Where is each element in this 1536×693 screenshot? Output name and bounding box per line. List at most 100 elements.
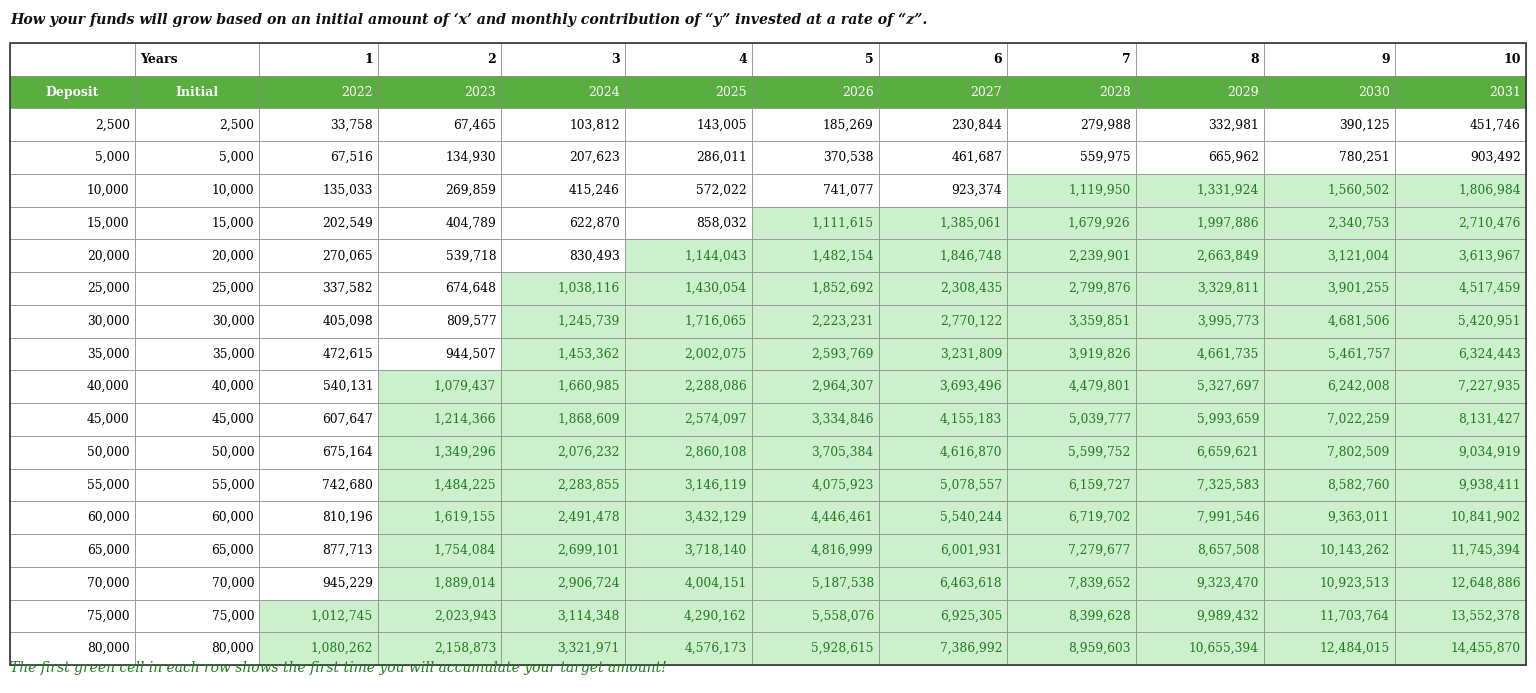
Bar [1395,305,1525,337]
Bar [501,76,625,109]
Text: 3,321,971: 3,321,971 [558,642,619,655]
Text: 6,001,931: 6,001,931 [940,544,1001,557]
Bar [1008,272,1135,305]
Bar [1264,207,1395,239]
Bar [1008,468,1135,501]
Text: 185,269: 185,269 [823,119,874,132]
Bar [378,403,501,436]
Text: 5: 5 [865,53,874,66]
Bar [260,632,378,665]
Bar [11,468,135,501]
Bar [1008,174,1135,207]
Text: 1,012,745: 1,012,745 [310,609,373,622]
Bar [879,370,1008,403]
Bar [1135,76,1264,109]
Bar [1135,370,1264,403]
Bar [260,337,378,370]
Bar [1135,109,1264,141]
Text: 1,660,985: 1,660,985 [558,380,619,393]
Text: 1,716,065: 1,716,065 [685,315,746,328]
Text: 3,121,004: 3,121,004 [1327,249,1390,262]
Text: 4,290,162: 4,290,162 [684,609,746,622]
Bar [1264,174,1395,207]
Text: 7,802,509: 7,802,509 [1327,446,1390,459]
Text: 1,679,926: 1,679,926 [1068,216,1130,229]
Bar [1264,272,1395,305]
Bar [11,207,135,239]
Bar [135,468,260,501]
Bar [625,567,751,599]
Bar [378,501,501,534]
Text: 8,582,760: 8,582,760 [1327,478,1390,491]
Bar [1008,599,1135,632]
Bar [625,370,751,403]
Bar [751,76,879,109]
Bar [1008,436,1135,468]
Bar [625,501,751,534]
Bar [260,403,378,436]
Bar [1135,534,1264,567]
Text: 1,214,366: 1,214,366 [433,413,496,426]
Bar [260,370,378,403]
Bar [1264,567,1395,599]
Text: 2,500: 2,500 [220,119,255,132]
Text: 2028: 2028 [1098,86,1130,98]
Bar [625,239,751,272]
Text: 10,841,902: 10,841,902 [1450,511,1521,524]
Bar [1008,337,1135,370]
Bar [625,305,751,337]
Text: 9,989,432: 9,989,432 [1197,609,1260,622]
Text: 405,098: 405,098 [323,315,373,328]
Bar [135,632,260,665]
Text: 6,925,305: 6,925,305 [940,609,1001,622]
Text: 143,005: 143,005 [696,119,746,132]
Text: 5,000: 5,000 [220,151,255,164]
Bar [1395,534,1525,567]
Bar [879,632,1008,665]
Bar [751,239,879,272]
Text: 3,329,811: 3,329,811 [1197,282,1260,295]
Text: 1,806,984: 1,806,984 [1458,184,1521,197]
Text: 1,111,615: 1,111,615 [811,216,874,229]
Bar [135,305,260,337]
Bar [11,599,135,632]
Text: 461,687: 461,687 [951,151,1001,164]
Text: 45,000: 45,000 [212,413,255,426]
Text: 5,461,757: 5,461,757 [1327,347,1390,360]
Bar [378,43,501,76]
Text: 858,032: 858,032 [696,216,746,229]
Bar [1135,174,1264,207]
Text: 1,038,116: 1,038,116 [558,282,619,295]
Bar [501,272,625,305]
Bar [135,501,260,534]
Text: 6,463,618: 6,463,618 [940,577,1001,590]
Bar [1135,43,1264,76]
Text: 270,065: 270,065 [323,249,373,262]
Text: 2,158,873: 2,158,873 [433,642,496,655]
Text: 2025: 2025 [716,86,746,98]
Bar [751,337,879,370]
Text: 40,000: 40,000 [88,380,129,393]
Text: 1,331,924: 1,331,924 [1197,184,1260,197]
Bar [260,174,378,207]
Bar [1395,239,1525,272]
Bar [135,337,260,370]
Bar [1135,337,1264,370]
Bar [1264,599,1395,632]
Text: 9,363,011: 9,363,011 [1327,511,1390,524]
Bar [879,239,1008,272]
Text: 1,889,014: 1,889,014 [433,577,496,590]
Text: 4,446,461: 4,446,461 [811,511,874,524]
Text: 2031: 2031 [1488,86,1521,98]
Bar [501,239,625,272]
Bar [11,141,135,174]
Bar [501,632,625,665]
Bar [260,305,378,337]
Text: 3,146,119: 3,146,119 [685,478,746,491]
Bar [135,207,260,239]
Bar [1264,468,1395,501]
Text: 134,930: 134,930 [445,151,496,164]
Bar [751,632,879,665]
Text: 2,283,855: 2,283,855 [558,478,619,491]
Bar [135,436,260,468]
